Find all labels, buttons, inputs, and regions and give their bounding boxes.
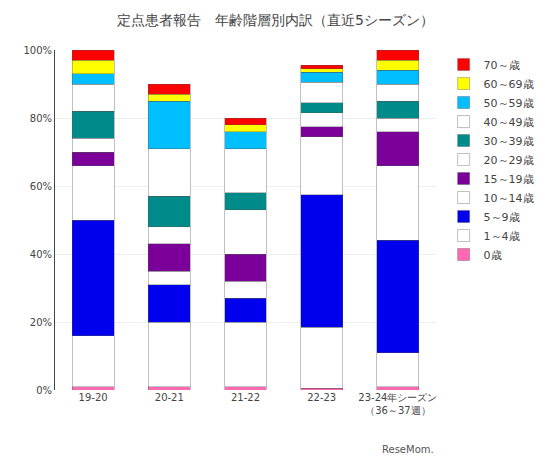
svg-text:22-23: 22-23: [307, 392, 336, 403]
svg-text:20%: 20%: [30, 317, 52, 328]
svg-text:40%: 40%: [30, 249, 52, 260]
svg-text:1～4歳: 1～4歳: [484, 230, 520, 243]
svg-text:19-20: 19-20: [79, 392, 108, 403]
svg-text:30～39歳: 30～39歳: [484, 135, 534, 148]
svg-text:70～歳: 70～歳: [484, 59, 520, 72]
svg-text:ReseMom.: ReseMom.: [382, 444, 434, 455]
svg-text:0%: 0%: [36, 385, 52, 396]
svg-text:40～49歳: 40～49歳: [484, 116, 534, 129]
svg-text:23-24年シーズン（36～37週）: 23-24年シーズン（36～37週）: [358, 392, 437, 416]
svg-text:10～14歳: 10～14歳: [484, 192, 534, 205]
svg-text:60%: 60%: [30, 181, 52, 192]
svg-text:0歳: 0歳: [484, 249, 502, 262]
svg-text:50～59歳: 50～59歳: [484, 97, 534, 110]
svg-text:5～9歳: 5～9歳: [484, 211, 520, 224]
svg-text:20～29歳: 20～29歳: [484, 154, 534, 167]
svg-text:21-22: 21-22: [231, 392, 260, 403]
svg-text:80%: 80%: [30, 113, 52, 124]
svg-text:60～69歳: 60～69歳: [484, 78, 534, 91]
svg-text:20-21: 20-21: [155, 392, 184, 403]
svg-text:15～19歳: 15～19歳: [484, 173, 534, 186]
svg-text:100%: 100%: [23, 45, 52, 56]
svg-text:定点患者報告 年齢階層別内訳（直近5シーズン）: 定点患者報告 年齢階層別内訳（直近5シーズン）: [117, 12, 434, 28]
